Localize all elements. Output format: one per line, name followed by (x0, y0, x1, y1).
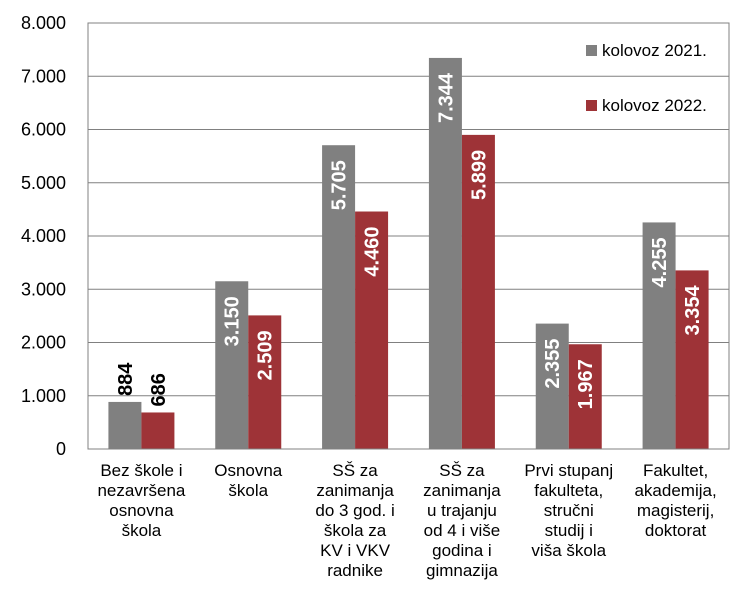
y-tick-label: 5.000 (21, 173, 66, 193)
data-label: 884 (115, 362, 137, 396)
data-label: 2.355 (542, 339, 564, 389)
x-category-line: zanimanja (423, 481, 501, 500)
y-tick-label: 0 (56, 439, 66, 459)
bars (108, 57, 709, 450)
bar-2022 (461, 134, 495, 450)
bar-2022 (141, 412, 175, 449)
legend-label: kolovoz 2021. (602, 41, 707, 60)
x-category-line: škola (228, 481, 268, 500)
x-category-line: zanimanja (316, 481, 394, 500)
x-category-label: Osnovna škola (214, 461, 283, 500)
bar-2022 (355, 211, 389, 449)
x-category-line: godina i (432, 541, 492, 560)
x-category-line: SŠ za (332, 461, 378, 480)
data-label: 4.460 (362, 227, 384, 277)
bar-2022 (248, 315, 282, 449)
bar-2021 (215, 281, 249, 449)
bar-2021 (322, 145, 356, 450)
data-label: 3.150 (222, 296, 244, 346)
x-category-label: SŠ za zanimanja u trajanju od 4 i više godin… (423, 461, 501, 580)
x-category-line: akademija, (634, 481, 716, 500)
x-category-label: Bez škole i nezavršena osnovna škola (97, 461, 185, 540)
x-category-line: Osnovna (214, 461, 283, 480)
data-label: 5.705 (329, 160, 351, 210)
y-tick-label: 3.000 (21, 279, 66, 299)
x-category-line: doktorat (645, 521, 707, 540)
data-labels: 884 686 3.150 2.509 5.705 4.460 7.344 5.899 2.35… (115, 72, 704, 409)
x-category-line: u trajanju (427, 501, 497, 520)
data-label: 3.354 (682, 285, 704, 336)
bar-2021 (108, 401, 142, 449)
bar-2021 (642, 222, 676, 449)
x-category-line: fakulteta, (534, 481, 603, 500)
x-category-line: KV i VKV (320, 541, 391, 560)
x-category-label: Prvi stupanj fakulteta, stručni studij i viš… (524, 461, 613, 560)
legend-swatch (586, 45, 597, 56)
x-category-line: magisterij, (637, 501, 714, 520)
bar-2022 (568, 344, 602, 449)
x-category-line: radnike (327, 561, 383, 580)
data-label: 686 (148, 373, 170, 406)
x-category-line: SŠ za (439, 461, 485, 480)
x-category-line: do 3 god. i (315, 501, 394, 520)
x-category-line: studij i (545, 521, 593, 540)
bar-2022 (675, 270, 709, 449)
x-category-line: škola za (324, 521, 387, 540)
data-label: 2.509 (255, 330, 277, 380)
data-label: 1.967 (575, 359, 597, 409)
x-category-line: nezavršena (97, 481, 185, 500)
x-category-line: osnovna (109, 501, 174, 520)
y-tick-label: 4.000 (21, 226, 66, 246)
x-category-line: Prvi stupanj (524, 461, 613, 480)
y-tick-label: 2.000 (21, 333, 66, 353)
x-category-line: od 4 i više (424, 521, 501, 540)
x-axis-category-labels: Bez škole i nezavršena osnovna školaOsnovna… (97, 461, 716, 580)
y-tick-label: 1.000 (21, 386, 66, 406)
x-category-line: gimnazija (426, 561, 498, 580)
y-axis-tick-labels: 0 1.000 2.000 3.000 4.000 5.000 6.000 7.000 8.00… (21, 13, 66, 459)
x-category-line: Fakultet, (643, 461, 708, 480)
x-category-line: škola (122, 521, 162, 540)
y-tick-label: 7.000 (21, 66, 66, 86)
y-tick-label: 6.000 (21, 120, 66, 140)
legend-swatch (586, 100, 597, 111)
x-category-line: stručni (544, 501, 594, 520)
bar-2021 (428, 57, 462, 449)
data-label: 4.255 (649, 237, 671, 287)
x-category-line: viša škola (531, 541, 606, 560)
gridlines (88, 22, 729, 397)
legend-label: kolovoz 2022. (602, 96, 707, 115)
bar-2021 (535, 323, 569, 449)
x-category-label: SŠ za zanimanja do 3 god. i škola za KV i VK… (315, 461, 394, 580)
x-category-line: Bez škole i (100, 461, 182, 480)
x-category-label: Fakultet, akademija, magisterij, doktorat (634, 461, 716, 540)
data-label: 5.899 (468, 150, 490, 200)
legend: kolovoz 2021. kolovoz 2022. (586, 41, 707, 115)
data-label: 7.344 (435, 72, 457, 123)
plot-area-border (87, 22, 730, 450)
y-tick-label: 8.000 (21, 13, 66, 33)
